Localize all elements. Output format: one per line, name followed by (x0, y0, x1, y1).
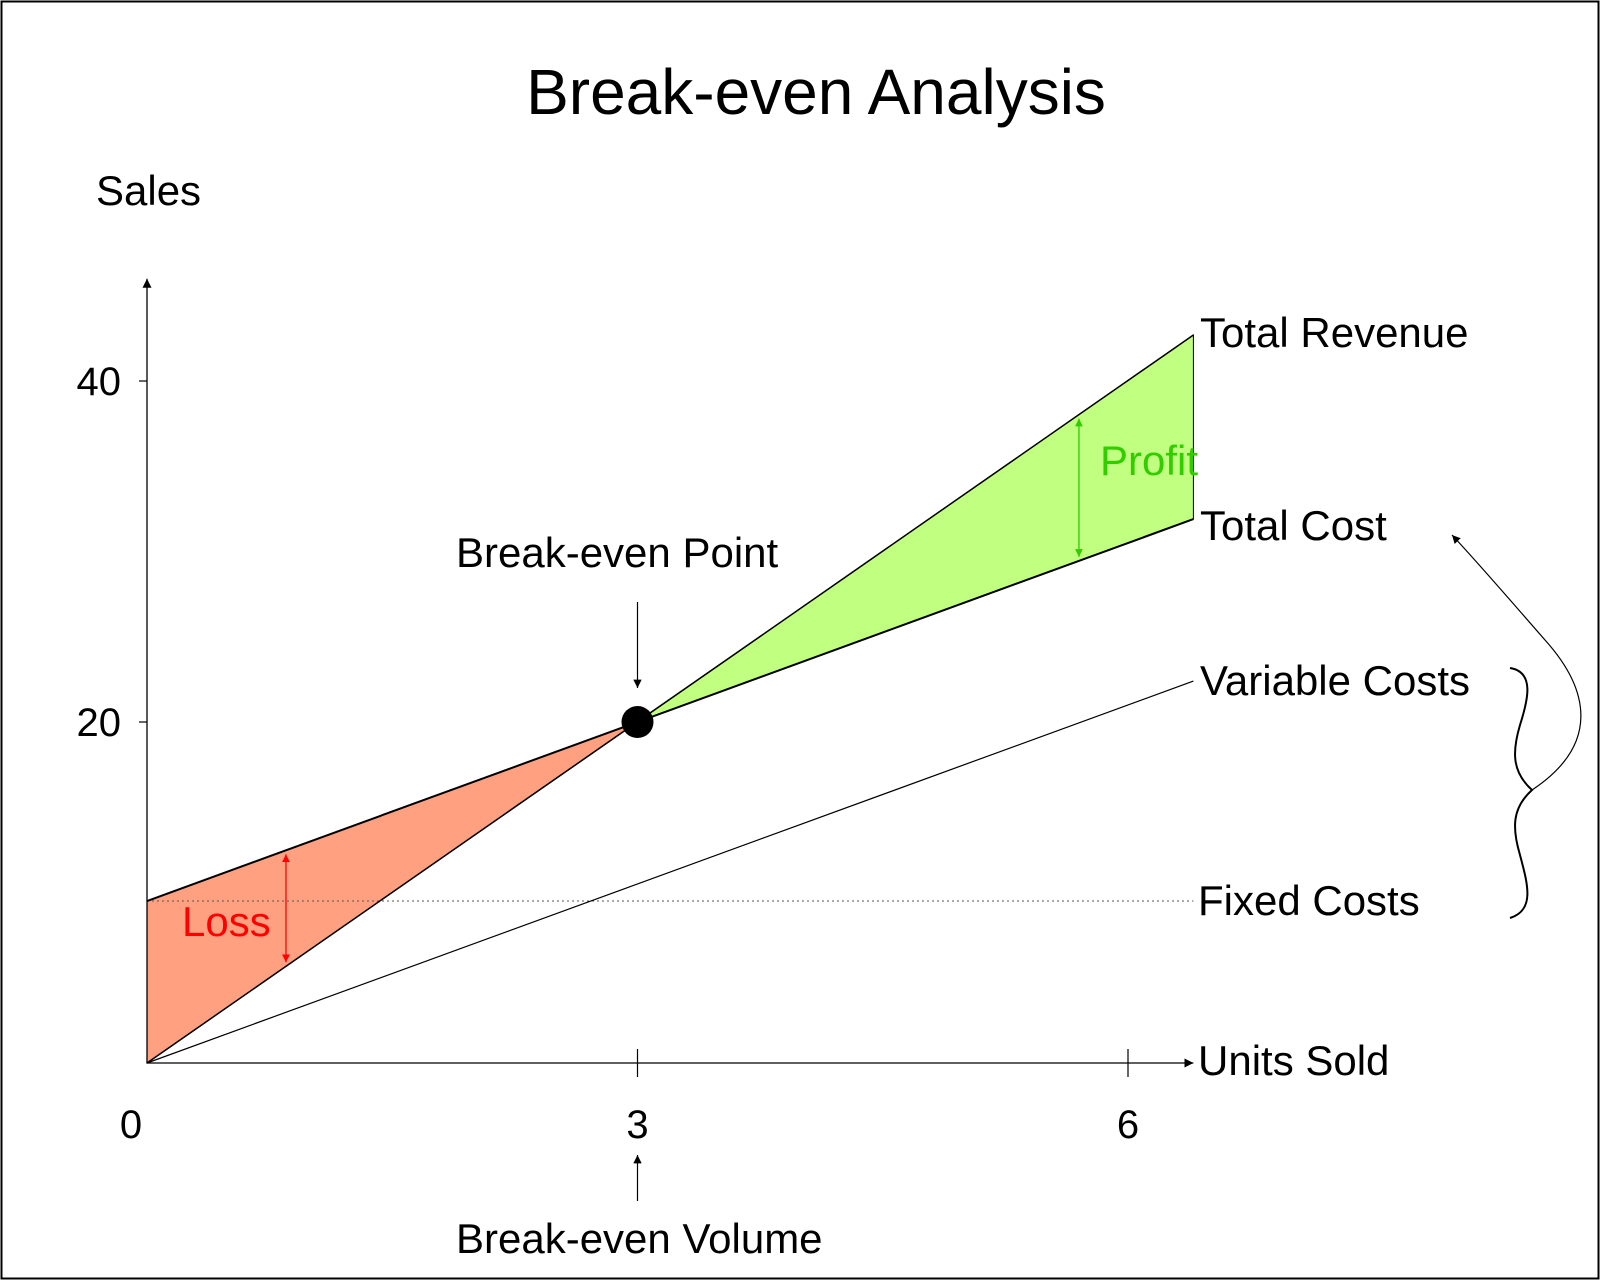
x-tick-label: 3 (626, 1103, 648, 1147)
profit-label: Profit (1100, 437, 1198, 484)
total-cost-curved-arrow (1451, 534, 1582, 791)
x-axis-label: Units Sold (1198, 1037, 1389, 1084)
series-label-total-revenue: Total Revenue (1200, 309, 1469, 356)
y-tick-label: 20 (77, 701, 122, 745)
y-axis-label: Sales (96, 167, 201, 214)
cost-brace (1509, 667, 1534, 919)
x-tick-label: 0 (120, 1103, 142, 1147)
total-revenue-line (146, 334, 1194, 1064)
series-label-variable-costs: Variable Costs (1200, 657, 1470, 704)
total-cost-line (146, 518, 1194, 902)
variable-costs-line (146, 680, 1194, 1064)
series-label-fixed-costs: Fixed Costs (1198, 877, 1420, 924)
y-tick-label: 40 (77, 360, 122, 404)
break-even-volume-label: Break-even Volume (456, 1215, 823, 1262)
loss-label: Loss (182, 898, 271, 945)
break-even-point-label: Break-even Point (456, 529, 779, 576)
break-even-point-marker (621, 706, 654, 738)
chart-title: Break-even Analysis (526, 56, 1106, 128)
series-label-total-cost: Total Cost (1200, 502, 1387, 549)
x-tick-label: 6 (1117, 1103, 1139, 1147)
